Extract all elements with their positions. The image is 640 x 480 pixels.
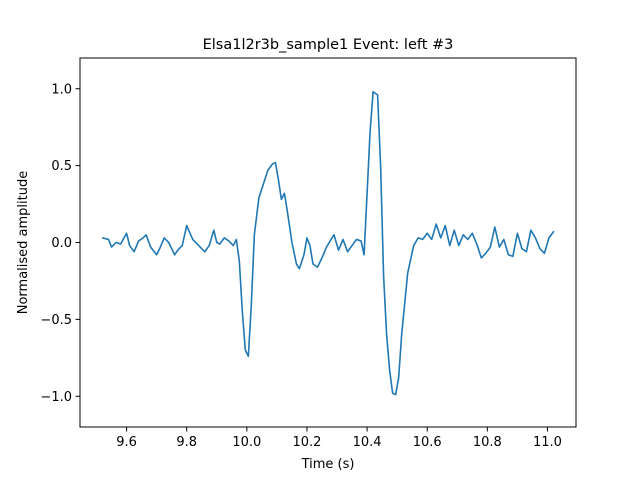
series-line-0: [101, 91, 555, 396]
x-tick-label: 9.6: [116, 435, 137, 450]
x-tick-label: 10.8: [473, 435, 502, 450]
x-tick-label: 10.4: [353, 435, 382, 450]
y-tick-label: −1.0: [40, 390, 72, 405]
y-axis-label: Normalised amplitude: [16, 171, 31, 315]
x-tick-label: 10.2: [292, 435, 321, 450]
series-layer: [101, 91, 555, 396]
x-tick-label: 9.8: [176, 435, 197, 450]
y-tick-label: −0.5: [40, 313, 72, 328]
x-axis-label: Time (s): [301, 457, 355, 472]
x-tick-label: 10.0: [232, 435, 261, 450]
x-tick-label: 10.6: [413, 435, 442, 450]
y-tick-label: 1.0: [51, 82, 72, 97]
y-axis-ticks: −1.0 −0.5 0.0 0.5 1.0: [40, 82, 80, 405]
chart-title: Elsa1l2r3b_sample1 Event: left #3: [203, 37, 454, 53]
y-tick-label: 0.5: [51, 159, 72, 174]
x-tick-label: 11.0: [533, 435, 562, 450]
x-axis-ticks: 9.6 9.8 10.0 10.2 10.4 10.6 10.8 11.0: [116, 427, 562, 450]
y-tick-label: 0.0: [51, 236, 72, 251]
